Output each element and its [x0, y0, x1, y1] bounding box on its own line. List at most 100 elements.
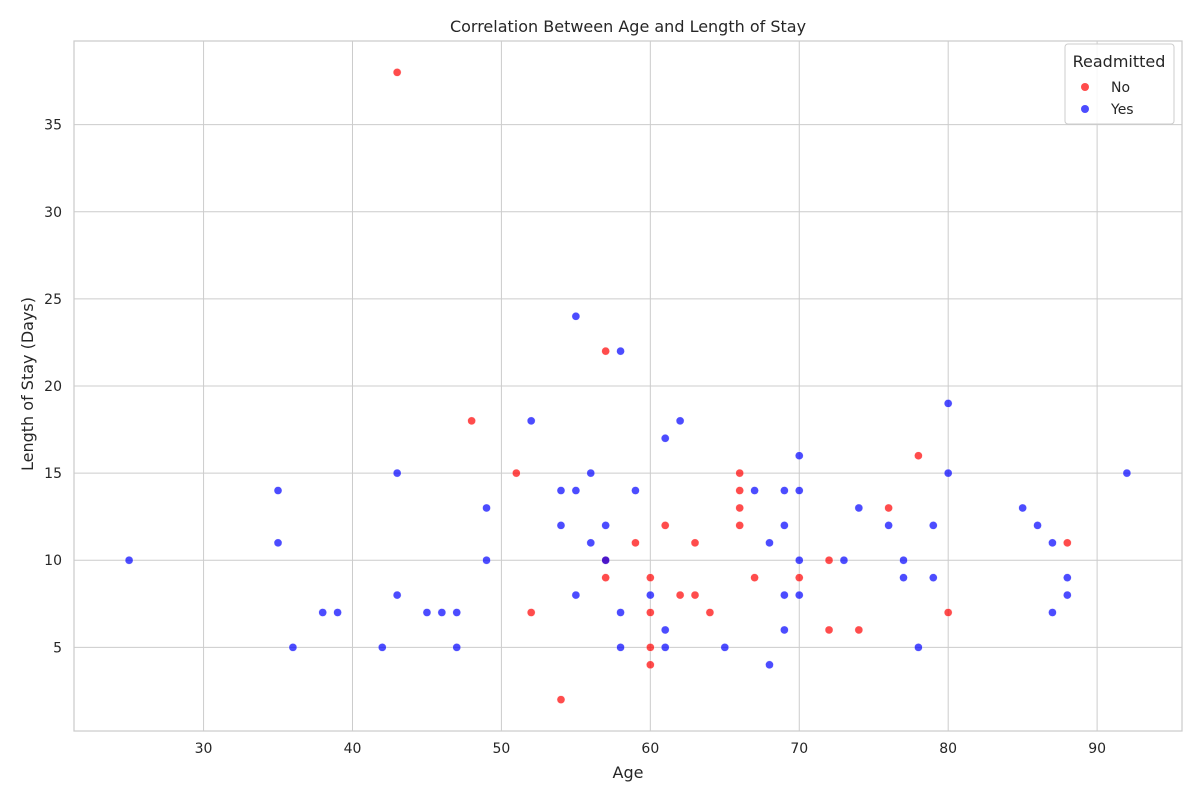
point-yes — [586, 538, 596, 548]
point-yes — [765, 660, 774, 670]
point-yes — [1033, 521, 1042, 530]
point-yes — [556, 521, 566, 530]
point-yes — [631, 486, 640, 495]
point-no — [512, 468, 521, 478]
x-axis-label: Age — [613, 763, 644, 782]
point-yes — [616, 643, 625, 652]
point-no — [675, 590, 685, 600]
point-yes — [660, 643, 670, 652]
legend-marker-no — [1081, 83, 1089, 91]
point-yes — [720, 643, 730, 652]
point-yes — [899, 573, 908, 582]
y-tick-label: 15 — [44, 466, 62, 482]
x-tick-label: 60 — [641, 741, 659, 757]
point-yes — [452, 643, 461, 652]
x-tick-label: 40 — [344, 741, 362, 757]
y-tick-label: 10 — [44, 553, 62, 569]
legend-title: Readmitted — [1073, 52, 1166, 71]
point-no — [690, 538, 700, 548]
point-yes — [571, 590, 581, 600]
point-yes — [422, 608, 432, 617]
x-tick-label: 50 — [492, 741, 510, 757]
point-no — [914, 451, 923, 460]
point-yes — [780, 625, 789, 635]
point-yes — [1063, 590, 1072, 600]
point-no — [824, 555, 834, 565]
point-yes — [392, 468, 402, 478]
point-yes — [795, 486, 804, 495]
point-yes — [616, 346, 625, 356]
point-yes — [750, 486, 759, 495]
point-yes — [571, 312, 581, 321]
point-yes — [675, 416, 685, 426]
chart-title: Correlation Between Age and Length of St… — [450, 17, 806, 36]
point-no — [601, 346, 610, 356]
point-yes — [482, 555, 491, 565]
point-yes — [378, 643, 387, 652]
series-no — [392, 68, 1072, 704]
point-yes — [1063, 573, 1072, 582]
point-yes — [780, 590, 789, 600]
point-yes — [601, 521, 610, 530]
point-yes — [795, 590, 804, 600]
x-tick-label: 70 — [790, 741, 808, 757]
x-tick-label: 30 — [195, 741, 213, 757]
point-yes — [526, 416, 536, 426]
point-no — [735, 468, 744, 478]
point-yes — [854, 503, 864, 513]
point-yes — [273, 538, 283, 548]
point-yes — [392, 590, 402, 600]
legend-label-yes: Yes — [1110, 102, 1134, 118]
point-yes — [288, 643, 298, 652]
point-yes — [795, 451, 804, 460]
point-no — [392, 68, 402, 77]
point-no — [660, 521, 670, 530]
point-no — [884, 503, 893, 513]
point-no — [735, 503, 744, 513]
point-yes — [914, 643, 923, 652]
point-yes — [571, 486, 581, 495]
point-no — [631, 538, 640, 548]
point-yes — [482, 503, 491, 513]
y-axis-ticks: 5 10 15 20 25 30 35 — [44, 118, 62, 657]
y-tick-label: 20 — [44, 379, 62, 395]
x-tick-label: 80 — [939, 741, 957, 757]
point-yes — [780, 521, 789, 530]
point-yes — [943, 468, 953, 478]
x-tick-label: 90 — [1088, 741, 1106, 757]
point-yes — [780, 486, 789, 495]
point-yes — [839, 555, 849, 565]
point-yes — [124, 555, 134, 565]
y-tick-label: 35 — [44, 118, 62, 134]
point-no — [526, 608, 536, 617]
point-yes — [556, 486, 566, 495]
point-yes — [1018, 503, 1027, 513]
point-no — [854, 625, 864, 635]
point-yes — [318, 608, 327, 617]
point-no — [824, 625, 834, 635]
point-no — [556, 695, 566, 704]
point-yes — [1048, 608, 1057, 617]
point-no — [646, 573, 655, 582]
point-yes — [929, 573, 938, 582]
point-no — [735, 521, 744, 530]
point-no — [467, 416, 476, 426]
legend-box — [1064, 43, 1175, 125]
point-yes — [899, 555, 908, 565]
point-yes — [1048, 538, 1057, 548]
point-no — [705, 608, 715, 617]
point-no — [795, 573, 804, 582]
legend-label-no: No — [1111, 80, 1130, 96]
point-yes — [452, 608, 461, 617]
point-yes — [1122, 468, 1132, 478]
point-yes — [929, 521, 938, 530]
grid-lines — [74, 41, 1182, 731]
point-no — [690, 590, 700, 600]
point-yes — [437, 608, 447, 617]
point-no — [750, 573, 759, 582]
x-axis-ticks: 30 40 50 60 70 80 90 — [195, 741, 1106, 757]
point-yes — [646, 590, 655, 600]
point-yes — [333, 608, 342, 617]
plot-area-frame — [73, 40, 1183, 732]
